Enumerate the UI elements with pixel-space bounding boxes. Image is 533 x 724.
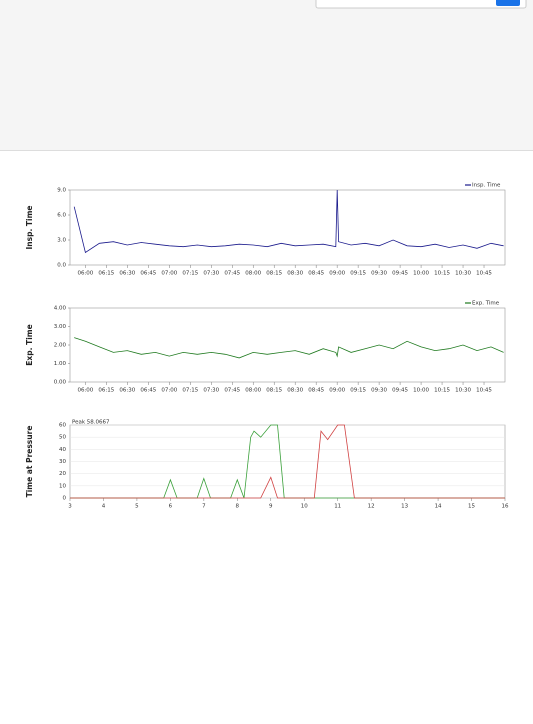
y-tick-label: 0.00 (54, 380, 67, 386)
x-tick-label: 06:30 (119, 388, 135, 394)
x-tick-label: 13 (401, 504, 408, 510)
y-tick-label: 10 (59, 483, 66, 489)
x-tick-label: 06:15 (98, 271, 114, 277)
x-tick-label: 10:00 (413, 271, 429, 277)
x-tick-label: 10 (301, 504, 308, 510)
x-tick-label: 07:15 (182, 388, 198, 394)
x-tick-label: 07:45 (224, 388, 240, 394)
x-tick-label: 8 (236, 504, 240, 510)
x-tick-label: 07:30 (203, 388, 219, 394)
y-tick-label: 9.0 (57, 188, 66, 194)
legend-label: Insp. Time (472, 183, 501, 189)
y-tick-label: 0.0 (57, 263, 66, 269)
y-tick-label: 2.00 (54, 343, 67, 349)
x-tick-label: 07:00 (161, 388, 177, 394)
x-tick-label: 08:30 (287, 271, 303, 277)
x-tick-label: 09:00 (329, 388, 345, 394)
y-tick-label: 4.00 (54, 306, 67, 312)
x-tick-label: 3 (68, 504, 72, 510)
x-tick-label: 10:15 (434, 271, 450, 277)
legend-label: Exp. Time (472, 301, 500, 307)
x-tick-label: 6 (169, 504, 173, 510)
x-tick-label: 08:00 (245, 388, 261, 394)
x-tick-label: 14 (435, 504, 442, 510)
x-tick-label: 5 (135, 504, 139, 510)
x-tick-label: 06:45 (140, 388, 156, 394)
x-tick-label: 09:15 (350, 388, 366, 394)
x-tick-label: 9 (269, 504, 273, 510)
x-tick-label: 06:45 (140, 271, 156, 277)
x-tick-label: 08:45 (308, 271, 324, 277)
x-tick-label: 10:00 (413, 388, 429, 394)
toolbar[interactable] (315, 0, 527, 9)
x-tick-label: 10:45 (476, 271, 492, 277)
x-tick-label: 06:00 (77, 388, 93, 394)
x-tick-label: 06:15 (98, 388, 114, 394)
y-tick-label: 6.0 (57, 213, 66, 219)
x-tick-label: 07:00 (161, 271, 177, 277)
y-tick-label: 0 (63, 496, 67, 502)
x-tick-label: 4 (102, 504, 106, 510)
y-tick-label: 3.0 (57, 238, 66, 244)
x-tick-label: 08:30 (287, 388, 303, 394)
x-tick-label: 10:30 (455, 271, 471, 277)
y-tick-label: 60 (59, 423, 66, 429)
header-area (0, 0, 533, 150)
x-tick-label: 09:30 (371, 388, 387, 394)
series-line (70, 424, 505, 499)
x-tick-label: 15 (468, 504, 475, 510)
x-tick-label: 09:45 (392, 388, 408, 394)
x-tick-label: 07:30 (203, 271, 219, 277)
y-axis-label: Exp. Time (25, 324, 34, 365)
plot-area (69, 307, 506, 383)
series-line (70, 424, 505, 499)
y-tick-label: 30 (59, 459, 66, 465)
plot-area (69, 189, 506, 266)
x-tick-label: 09:00 (329, 271, 345, 277)
x-tick-label: 08:00 (245, 271, 261, 277)
x-tick-label: 09:15 (350, 271, 366, 277)
x-tick-label: 12 (368, 504, 375, 510)
y-axis-label: Insp. Time (25, 205, 34, 249)
series-line (74, 337, 504, 359)
y-tick-label: 1.00 (54, 361, 67, 367)
y-tick-label: 50 (59, 435, 66, 441)
x-tick-label: 09:30 (371, 271, 387, 277)
x-tick-label: 06:30 (119, 271, 135, 277)
x-tick-label: 7 (202, 504, 206, 510)
annotation: Peak 58.0667 (72, 420, 110, 426)
y-axis-label: Time at Pressure (25, 426, 34, 498)
x-tick-label: 10:30 (455, 388, 471, 394)
x-tick-label: 08:15 (266, 388, 282, 394)
x-tick-label: 11 (334, 504, 341, 510)
x-tick-label: 10:15 (434, 388, 450, 394)
y-tick-label: 20 (59, 471, 66, 477)
x-tick-label: 16 (502, 504, 509, 510)
y-tick-label: 3.00 (54, 324, 67, 330)
x-tick-label: 07:15 (182, 271, 198, 277)
x-tick-label: 07:45 (224, 271, 240, 277)
x-tick-label: 06:00 (77, 271, 93, 277)
series-line (73, 189, 504, 254)
x-tick-label: 09:45 (392, 271, 408, 277)
x-tick-label: 08:45 (308, 388, 324, 394)
toolbar-button[interactable] (496, 0, 520, 6)
x-tick-label: 10:45 (476, 388, 492, 394)
x-tick-label: 08:15 (266, 271, 282, 277)
y-tick-label: 40 (59, 447, 66, 453)
